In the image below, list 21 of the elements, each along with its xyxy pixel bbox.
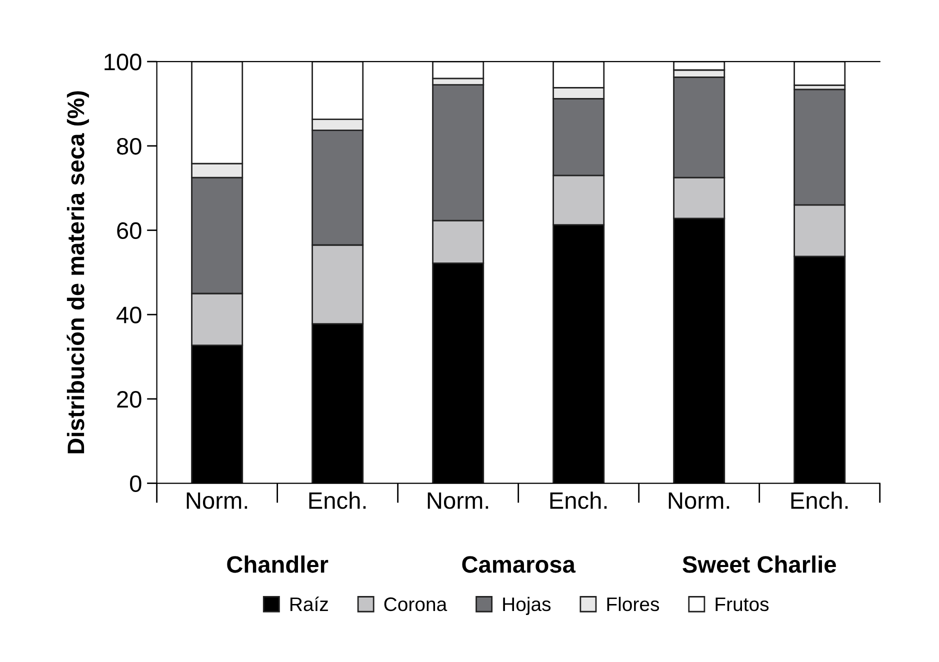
x-tick-label: Ench. [550,492,607,509]
text: Chandler [227,555,328,573]
x-tick-label: Norm. [186,492,248,509]
x-tick-label: Norm. [668,492,730,509]
y-tick-label: 20 [117,390,142,408]
legend-label: Hojas [503,596,551,615]
x-tick-label: Ench. [791,492,848,509]
legend-label: Flores [607,596,660,612]
legend-label: Raíz [290,596,328,612]
y-axis-title: Distribución de materia seca (%) [66,91,89,454]
text: Camarosa [462,556,576,573]
legend-label: Corona [384,597,448,612]
y-tick-label: 100 [104,54,142,70]
y-tick-label: 0 [130,475,142,492]
y-tick-label: 60 [117,222,142,240]
x-tick-label: Norm. [428,492,488,509]
legend-label: Frutos [716,598,769,612]
y-tick-label: 40 [116,306,142,324]
text: Sweet Charlie [682,555,836,573]
x-tick-label: Ench. [309,492,366,509]
y-tick-label: 80 [116,138,142,155]
